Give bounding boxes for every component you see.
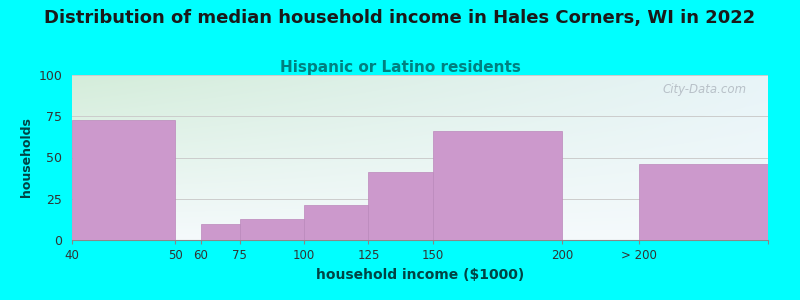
Text: Hispanic or Latino residents: Hispanic or Latino residents: [279, 60, 521, 75]
Bar: [239, 218, 304, 240]
Bar: [639, 164, 768, 240]
Text: Distribution of median household income in Hales Corners, WI in 2022: Distribution of median household income …: [44, 9, 756, 27]
Text: City-Data.com: City-Data.com: [663, 83, 747, 96]
Bar: [201, 224, 239, 240]
Bar: [433, 131, 562, 240]
Bar: [304, 205, 369, 240]
Bar: [369, 172, 433, 240]
Bar: [72, 119, 175, 240]
X-axis label: household income ($1000): household income ($1000): [316, 268, 524, 282]
Y-axis label: households: households: [20, 118, 33, 197]
